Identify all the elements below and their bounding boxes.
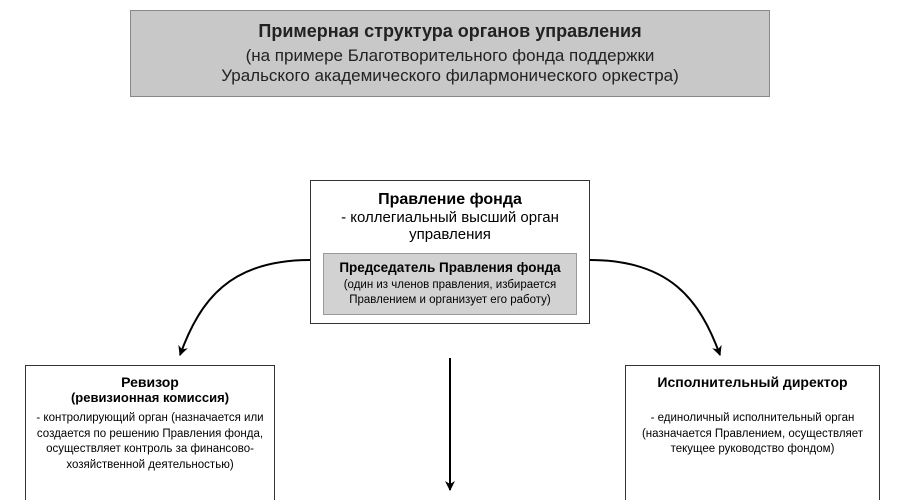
node-board: Правление фонда - коллегиальный высший о… [310, 180, 590, 324]
title-sub2: Уральского академического филармоническо… [145, 66, 755, 86]
title-sub1: (на примере Благотворительного фонда под… [145, 46, 755, 66]
exec-body: - единоличный исполнительный орган (назн… [636, 411, 869, 458]
exec-spacer [636, 390, 869, 405]
title-main: Примерная структура органов управления [145, 21, 755, 42]
arrow-right [590, 260, 720, 355]
exec-title: Исполнительный директор [636, 374, 869, 390]
chairman-subtitle: (один из членов правления, избирается Пр… [332, 278, 568, 308]
title-box: Примерная структура органов управления (… [130, 10, 770, 97]
node-auditor: Ревизор (ревизионная комиссия) - контрол… [25, 365, 275, 500]
auditor-title: Ревизор [36, 374, 264, 390]
board-title: Правление фонда [319, 191, 581, 209]
arrow-left [180, 260, 310, 355]
auditor-subtitle: (ревизионная комиссия) [36, 390, 264, 405]
auditor-body: - контролирующий орган (назначается или … [36, 411, 264, 473]
node-exec-director: Исполнительный директор - единоличный ис… [625, 365, 880, 500]
chairman-title: Председатель Правления фонда [332, 260, 568, 275]
node-chairman: Председатель Правления фонда (один из чл… [323, 253, 577, 315]
board-subtitle: - коллегиальный высший орган управления [319, 209, 581, 243]
